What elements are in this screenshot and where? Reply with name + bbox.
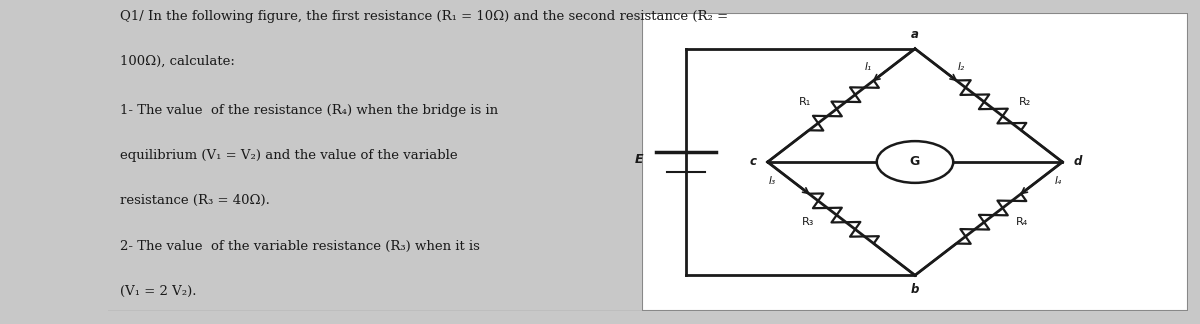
Text: R₃: R₃ (802, 217, 814, 226)
Text: 100Ω), calculate:: 100Ω), calculate: (120, 55, 235, 68)
Text: R₄: R₄ (1016, 217, 1028, 226)
Text: R₁: R₁ (799, 98, 811, 107)
Text: I₃: I₃ (768, 176, 775, 186)
Text: equilibrium (V₁ = V₂) and the value of the variable: equilibrium (V₁ = V₂) and the value of t… (120, 149, 457, 162)
Text: c: c (750, 156, 757, 168)
Circle shape (877, 141, 953, 183)
Text: 2- The value  of the variable resistance (R₃) when it is: 2- The value of the variable resistance … (120, 240, 480, 253)
Text: E: E (635, 153, 643, 166)
Text: I₄: I₄ (1055, 176, 1062, 186)
Text: a: a (911, 28, 919, 41)
Text: resistance (R₃ = 40Ω).: resistance (R₃ = 40Ω). (120, 194, 270, 207)
Text: Q1/ In the following figure, the first resistance (R₁ = 10Ω) and the second resi: Q1/ In the following figure, the first r… (120, 10, 728, 23)
Text: d: d (1073, 156, 1081, 168)
Text: G: G (910, 156, 920, 168)
Text: R₂: R₂ (1019, 98, 1031, 107)
Text: I₂: I₂ (958, 62, 965, 72)
Text: I₁: I₁ (865, 62, 872, 72)
Text: (V₁ = 2 V₂).: (V₁ = 2 V₂). (120, 285, 197, 298)
Text: b: b (911, 283, 919, 296)
Text: 1- The value  of the resistance (R₄) when the bridge is in: 1- The value of the resistance (R₄) when… (120, 104, 498, 117)
